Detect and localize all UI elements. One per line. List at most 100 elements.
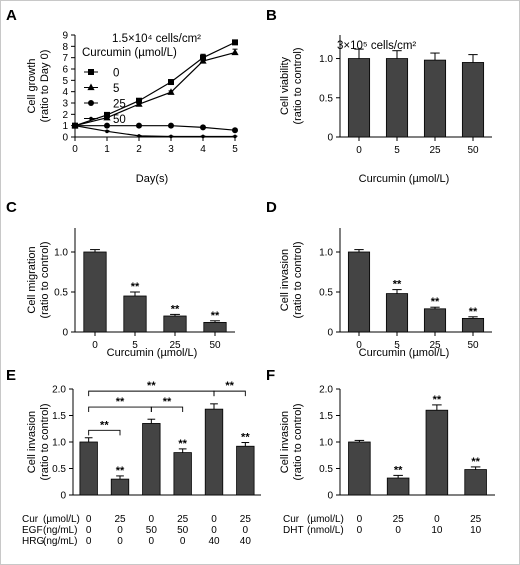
y-tick-label: 1.0 [52,438,66,449]
series-marker [88,69,94,75]
bracket-line [213,390,246,397]
comparison-bracket: ** [150,396,184,413]
panel-letter: B [266,7,277,24]
bar [423,59,447,138]
significance-marker: ** [394,464,403,476]
y-tick-label: 2 [62,110,68,121]
bar [236,445,255,496]
condition-value: 10 [470,525,482,536]
condition-unit: (ng/mL) [43,536,77,547]
y-axis-label-line: Cell invasion [279,249,291,311]
legend-entry: 0 [113,68,119,80]
series-marker [135,100,143,107]
bracket-significance: ** [163,396,172,408]
condition-value: 0 [86,514,92,525]
significance-marker: ** [431,296,440,308]
bar [110,478,130,496]
series-marker [200,124,206,131]
condition-value: 25 [177,514,189,525]
series-marker [88,100,94,106]
series-marker [232,39,238,46]
bar [348,441,371,496]
y-tick-label: 0.5 [52,464,66,475]
panel-letter: E [6,367,16,384]
y-tick-label: 0 [327,328,333,339]
x-tick-label: 50 [467,340,479,351]
significance-marker: ** [171,303,180,315]
x-tick-label: 1 [104,144,110,155]
x-axis-label: Day(s) [136,173,168,185]
y-tick-label: 1.0 [319,54,333,65]
bracket-line [88,429,121,436]
x-tick-label: 25 [429,340,441,351]
bar [386,477,410,496]
y-tick-label: 0 [327,133,333,144]
condition-value: 25 [470,514,482,525]
bracket-significance: ** [225,380,234,392]
x-axis-label: Curcumin (µmol/L) [107,347,198,359]
x-axis-label: Curcumin (µmol/L) [359,173,450,185]
bar [385,58,409,138]
condition-value: 0 [149,514,155,525]
y-axis-label: Cell invasion(ratio to control) [279,403,304,480]
y-axis-label: Cell invasion(ratio to control) [279,241,304,318]
y-tick-label: 0 [62,133,68,144]
condition-value: 10 [431,525,443,536]
significance-marker: ** [471,456,480,468]
y-axis-label-line: (ratio to control) [292,241,304,318]
y-tick-label: 0.5 [319,288,333,299]
series-marker [168,79,174,86]
y-tick-label: 0 [60,491,66,502]
legend-entry: 5 [113,83,119,95]
series-marker [199,57,207,64]
y-tick-label: 0.5 [319,93,333,104]
condition-value: 0 [117,525,123,536]
panel-letter: D [266,199,277,216]
series-line [74,125,235,138]
y-axis-label-line: Cell invasion [279,411,291,473]
series-marker [137,134,141,138]
bar [83,251,107,333]
condition-row-cur: Cur (µmol/L) 0 25 0 25 0 25 [22,514,251,525]
significance-marker: ** [469,306,478,318]
condition-row-dht: DHT (nmol/L) 0 0 10 10 [283,525,482,536]
bar [123,295,147,333]
condition-value: 0 [117,536,123,547]
bar [163,315,187,333]
y-tick-label: 5 [62,76,68,87]
series-marker [103,113,111,121]
y-axis-label: Cell invasion(ratio to control) [26,403,51,480]
y-axis-label-line: (ratio to control) [292,403,304,480]
series-marker [87,83,95,91]
series-marker [201,134,205,139]
condition-label: EGF [22,525,43,536]
condition-value: 25 [240,514,252,525]
condition-value: 25 [114,514,126,525]
series-marker [104,122,110,129]
condition-value: 0 [86,536,92,547]
condition-value: 0 [395,525,401,536]
x-tick-label: 0 [356,145,362,156]
condition-unit: (µmol/L) [307,514,344,525]
condition-label: Cur [283,514,300,525]
x-tick-label: 3 [168,144,174,155]
y-tick-label: 2.0 [52,385,66,396]
y-tick-label: 0.5 [54,288,68,299]
x-tick-label: 4 [200,144,206,155]
y-tick-label: 1.0 [319,248,333,259]
bar [425,409,449,496]
y-tick-label: 1 [62,121,68,132]
x-tick-label: 5 [394,340,400,351]
bar [423,308,447,333]
series-marker [167,88,175,95]
y-tick-label: 0 [327,491,333,502]
condition-value: 0 [149,536,155,547]
condition-value: 0 [180,536,186,547]
y-axis-label-line: (ratio to control) [292,47,304,124]
bracket-line [150,406,184,413]
condition-value: 0 [243,525,249,536]
x-tick-label: 0 [356,340,362,351]
panel-c: C Cell migration(ratio to control) 0 0.5 1.0… [6,199,235,359]
condition-value: 0 [211,514,217,525]
series-marker [169,134,173,139]
